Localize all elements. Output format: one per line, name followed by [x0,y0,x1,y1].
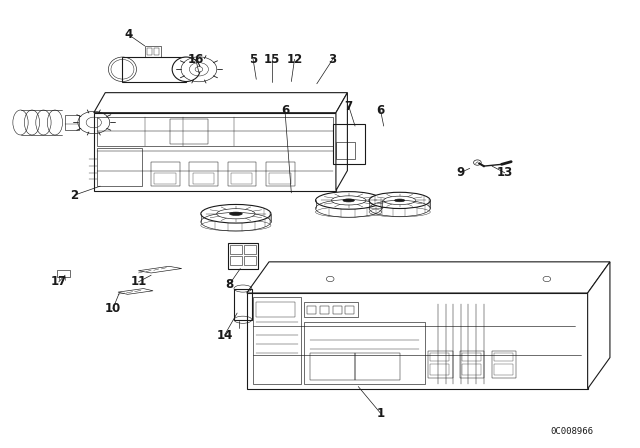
Text: 6: 6 [281,104,289,117]
Bar [193,173,214,184]
Bar [57,270,70,276]
Ellipse shape [217,209,255,219]
Bar [97,117,333,146]
Bar [231,173,252,184]
Circle shape [195,67,203,72]
Bar [430,364,449,375]
Bar [460,351,484,378]
Bar [336,142,355,159]
Text: 15: 15 [264,53,280,66]
Bar [494,364,513,375]
Bar [244,246,255,254]
Bar [269,173,291,184]
Text: 3: 3 [329,53,337,66]
Polygon shape [94,93,348,113]
Text: 8: 8 [225,278,234,291]
Bar [492,351,516,378]
Text: 7: 7 [344,99,353,112]
Bar [97,148,141,186]
Bar [230,246,242,254]
Bar [462,353,481,361]
Bar [333,124,365,164]
Bar [154,48,159,55]
Bar [256,302,294,318]
Ellipse shape [394,199,404,202]
Bar [145,46,161,57]
Bar [304,302,358,318]
Bar [310,353,355,380]
Bar [355,353,399,380]
Bar [147,48,152,55]
Bar [154,173,176,184]
Ellipse shape [172,57,200,82]
Bar [307,306,316,314]
Bar [333,306,342,314]
Bar [230,256,242,265]
Bar [228,243,258,268]
Bar [170,119,209,144]
Bar [428,351,452,378]
Polygon shape [588,262,610,389]
Bar [320,306,329,314]
Text: 10: 10 [105,302,121,315]
Text: 4: 4 [125,28,133,41]
Text: 2: 2 [70,189,79,202]
Ellipse shape [384,196,415,205]
Bar [494,353,513,361]
Text: 16: 16 [188,53,204,66]
Text: 0C008966: 0C008966 [550,426,593,435]
Bar [65,116,79,129]
Bar [189,162,218,186]
Ellipse shape [316,192,382,209]
Ellipse shape [201,204,271,223]
Text: 5: 5 [249,53,257,66]
Bar [253,297,301,384]
Bar [430,353,449,361]
Bar [462,364,481,375]
Polygon shape [336,93,348,190]
Text: 13: 13 [497,166,513,179]
Text: 17: 17 [51,276,67,289]
Text: 14: 14 [216,329,232,342]
Text: 6: 6 [376,104,385,117]
Bar [244,256,255,265]
Text: 1: 1 [376,407,385,420]
Ellipse shape [343,199,355,202]
Bar [266,162,294,186]
Text: 11: 11 [131,276,147,289]
Bar [151,162,180,186]
Ellipse shape [332,196,366,205]
Text: 12: 12 [286,53,303,66]
Text: 9: 9 [456,166,464,179]
Bar [234,289,252,320]
Bar [228,162,256,186]
Bar [304,322,425,384]
Bar [346,306,355,314]
Ellipse shape [369,192,430,208]
Ellipse shape [230,212,243,215]
Polygon shape [246,262,610,293]
